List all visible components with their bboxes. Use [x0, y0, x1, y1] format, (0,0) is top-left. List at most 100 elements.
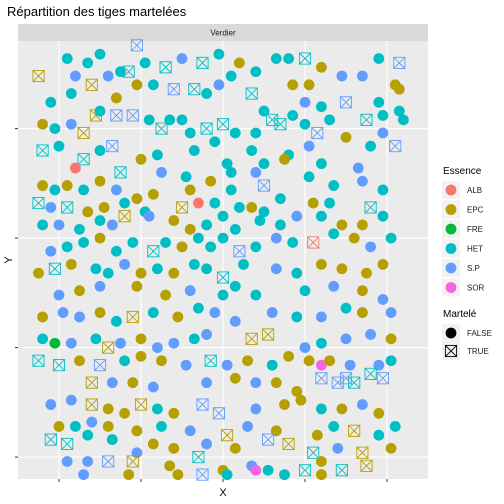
data-point	[57, 307, 69, 318]
data-point	[74, 285, 85, 297]
data-point-marked	[106, 140, 119, 153]
data-point	[193, 197, 204, 209]
data-point	[94, 307, 106, 318]
data-point	[365, 241, 376, 253]
data-point	[307, 197, 319, 209]
data-point	[385, 232, 397, 244]
y-axis-title: Y	[3, 256, 15, 264]
data-point	[164, 460, 176, 472]
data-point	[90, 263, 102, 275]
data-point	[258, 158, 270, 170]
data-point	[184, 223, 196, 235]
data-point	[385, 307, 397, 318]
data-point	[139, 57, 151, 69]
data-point	[373, 359, 385, 371]
data-point	[102, 267, 114, 279]
data-point	[37, 180, 48, 191]
data-point	[53, 140, 65, 152]
data-point-marked	[93, 359, 107, 372]
data-point	[295, 394, 307, 406]
data-point-marked	[36, 144, 49, 157]
data-point	[45, 245, 57, 257]
data-point	[365, 140, 376, 152]
data-point	[61, 456, 73, 467]
data-point	[78, 469, 89, 481]
data-point	[82, 429, 94, 441]
data-point	[94, 232, 106, 244]
data-point	[393, 105, 405, 117]
data-point	[340, 302, 352, 314]
data-point	[65, 88, 77, 99]
data-point	[262, 464, 274, 476]
data-point	[352, 162, 364, 174]
data-point-marked	[298, 464, 312, 477]
data-point	[65, 258, 77, 270]
data-point	[201, 377, 213, 389]
data-point	[373, 53, 385, 64]
data-point	[82, 456, 94, 467]
data-point	[357, 285, 368, 297]
data-point	[291, 210, 303, 222]
data-point	[45, 96, 57, 108]
data-point	[357, 219, 368, 231]
data-point	[37, 311, 48, 323]
data-point	[340, 333, 352, 345]
data-point	[221, 469, 233, 481]
data-point	[119, 355, 130, 367]
data-point-marked	[85, 376, 98, 389]
data-point-marked	[196, 56, 209, 69]
chart-title: Répartition des tiges martelées	[7, 4, 187, 19]
data-point	[357, 70, 368, 82]
data-point-marked	[196, 468, 209, 481]
data-point	[324, 197, 335, 209]
data-point	[143, 114, 155, 126]
legend-essence-title: Essence	[443, 166, 482, 177]
data-point-marked	[364, 201, 377, 214]
data-point	[156, 421, 167, 432]
data-point-marked	[360, 459, 373, 472]
data-point	[160, 237, 172, 248]
data-point	[106, 219, 118, 231]
data-point	[266, 307, 278, 318]
data-point	[119, 407, 130, 419]
data-point-marked	[282, 437, 295, 451]
data-point	[111, 245, 122, 257]
data-point	[106, 434, 118, 445]
data-point-marked	[315, 372, 328, 385]
data-point-marked	[155, 122, 168, 135]
data-point-marked	[262, 433, 275, 446]
data-point	[94, 145, 106, 156]
data-point	[176, 53, 188, 64]
data-point	[201, 88, 213, 99]
data-point-marked	[126, 310, 139, 323]
data-point	[102, 403, 114, 415]
data-point	[275, 193, 286, 205]
data-point-marked	[44, 433, 57, 446]
data-point-marked	[147, 245, 160, 258]
data-point-marked	[77, 126, 90, 140]
data-point	[102, 70, 114, 82]
data-point	[74, 223, 85, 235]
data-point	[209, 136, 221, 148]
data-point-marked	[311, 126, 324, 140]
data-point	[316, 359, 327, 371]
data-point-marked	[61, 201, 74, 214]
data-point	[377, 184, 389, 196]
data-point	[377, 258, 389, 270]
data-point	[49, 337, 61, 349]
data-point	[328, 228, 340, 240]
data-point	[49, 184, 61, 196]
data-point-marked	[204, 354, 217, 367]
data-point	[377, 210, 389, 222]
data-point-marked	[331, 376, 344, 389]
data-point	[201, 219, 213, 231]
facet-strip-label: Verdier	[210, 29, 236, 38]
data-point	[246, 145, 258, 156]
data-point	[217, 210, 229, 222]
data-point	[53, 219, 65, 231]
data-point	[168, 215, 180, 226]
data-point	[65, 394, 77, 406]
data-point	[176, 241, 188, 253]
data-point	[37, 118, 48, 130]
